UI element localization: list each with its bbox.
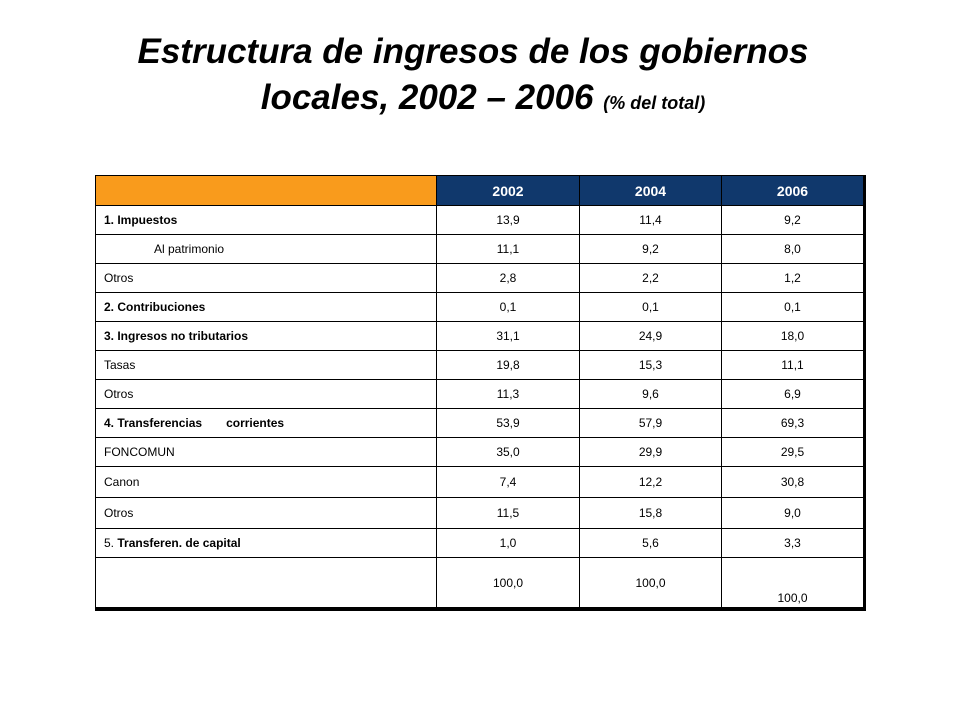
value-2002: 2,8 — [436, 263, 580, 293]
value-2002: 13,9 — [436, 205, 580, 235]
table-grid: 2002 2004 2006 1. Impuestos 13,9 11,4 9,… — [95, 175, 864, 608]
value-2006: 29,5 — [721, 437, 864, 467]
value-2004: 2,2 — [579, 263, 722, 293]
value-2006: 30,8 — [721, 466, 864, 498]
value-2002: 53,9 — [436, 408, 580, 438]
value-2002: 11,3 — [436, 379, 580, 409]
value-2006: 11,1 — [721, 350, 864, 380]
value-2006: 100,0 — [721, 557, 864, 608]
row-label: Otros — [95, 497, 437, 529]
value-2004: 9,6 — [579, 379, 722, 409]
table-row: 2. Contribuciones 0,1 0,1 0,1 — [95, 292, 864, 322]
page-title-line-1: Estructura de ingresos de los gobiernos — [137, 32, 809, 71]
row-label: 1. Impuestos — [95, 205, 437, 235]
value-2004: 5,6 — [579, 528, 722, 558]
value-2002: 100,0 — [436, 557, 580, 608]
row-label: Tasas — [95, 350, 437, 380]
value-2002: 7,4 — [436, 466, 580, 498]
row-label: Otros — [95, 379, 437, 409]
value-2006: 0,1 — [721, 292, 864, 322]
value-2002: 0,1 — [436, 292, 580, 322]
value-2004: 15,8 — [579, 497, 722, 529]
table-row: Otros 11,3 9,6 6,9 — [95, 379, 864, 409]
header-year-2004: 2004 — [579, 175, 722, 206]
value-2002: 31,1 — [436, 321, 580, 351]
value-2004: 9,2 — [579, 234, 722, 264]
row-label: 4. Transferencias corrientes — [95, 408, 437, 438]
row-label: Otros — [95, 263, 437, 293]
table-header-row: 2002 2004 2006 — [95, 175, 864, 206]
page-title-line-2: locales, 2002 – 2006 (% del total) — [3, 76, 960, 125]
value-2004: 15,3 — [579, 350, 722, 380]
value-2002: 35,0 — [436, 437, 580, 467]
header-corner-cell — [95, 175, 437, 206]
value-2002: 11,1 — [436, 234, 580, 264]
row-label — [95, 557, 437, 608]
table-row: Otros 2,8 2,2 1,2 — [95, 263, 864, 293]
value-2004: 0,1 — [579, 292, 722, 322]
row-label: 2. Contribuciones — [95, 292, 437, 322]
row-label: Canon — [95, 466, 437, 498]
table-row: 5. Transferen. de capital 1,0 5,6 3,3 — [95, 528, 864, 558]
row-label: Al patrimonio — [95, 234, 437, 264]
row-label: 3. Ingresos no tributarios — [95, 321, 437, 351]
income-structure-table: 2002 2004 2006 1. Impuestos 13,9 11,4 9,… — [95, 175, 866, 611]
table-row-total: 100,0 100,0 100,0 — [95, 557, 864, 608]
row-label: 5. Transferen. de capital — [95, 528, 437, 558]
value-2006: 9,0 — [721, 497, 864, 529]
value-2004: 100,0 — [579, 557, 722, 608]
value-2004: 57,9 — [579, 408, 722, 438]
value-2006: 8,0 — [721, 234, 864, 264]
table-row: Al patrimonio 11,1 9,2 8,0 — [95, 234, 864, 264]
table-row: FONCOMUN 35,0 29,9 29,5 — [95, 437, 864, 467]
value-2006: 69,3 — [721, 408, 864, 438]
table-row: Tasas 19,8 15,3 11,1 — [95, 350, 864, 380]
table-row: 1. Impuestos 13,9 11,4 9,2 — [95, 205, 864, 235]
value-2006: 3,3 — [721, 528, 864, 558]
value-2004: 29,9 — [579, 437, 722, 467]
table-row: Otros 11,5 15,8 9,0 — [95, 497, 864, 529]
row-label: FONCOMUN — [95, 437, 437, 467]
value-2006: 9,2 — [721, 205, 864, 235]
table-row: Canon 7,4 12,2 30,8 — [95, 466, 864, 498]
value-2006: 18,0 — [721, 321, 864, 351]
page-title-years: locales, 2002 – 2006 — [260, 78, 594, 117]
row-label-part-a: 4. Transferencias — [104, 416, 203, 430]
row-label-part-b: Transferen. de capital — [117, 536, 241, 550]
header-year-2002: 2002 — [436, 175, 580, 206]
value-2004: 24,9 — [579, 321, 722, 351]
value-2002: 1,0 — [436, 528, 580, 558]
table-row: 3. Ingresos no tributarios 31,1 24,9 18,… — [95, 321, 864, 351]
value-2002: 19,8 — [436, 350, 580, 380]
value-2004: 11,4 — [579, 205, 722, 235]
value-2006: 6,9 — [721, 379, 864, 409]
value-2004: 12,2 — [579, 466, 722, 498]
row-label-part-a: 5. — [104, 536, 115, 550]
value-2002: 11,5 — [436, 497, 580, 529]
table-row: 4. Transferencias corrientes 53,9 57,9 69… — [95, 408, 864, 438]
row-label-part-b: corrientes — [226, 416, 285, 430]
page-title-note: (% del total) — [603, 93, 706, 113]
header-year-2006: 2006 — [721, 175, 864, 206]
value-2006: 1,2 — [721, 263, 864, 293]
